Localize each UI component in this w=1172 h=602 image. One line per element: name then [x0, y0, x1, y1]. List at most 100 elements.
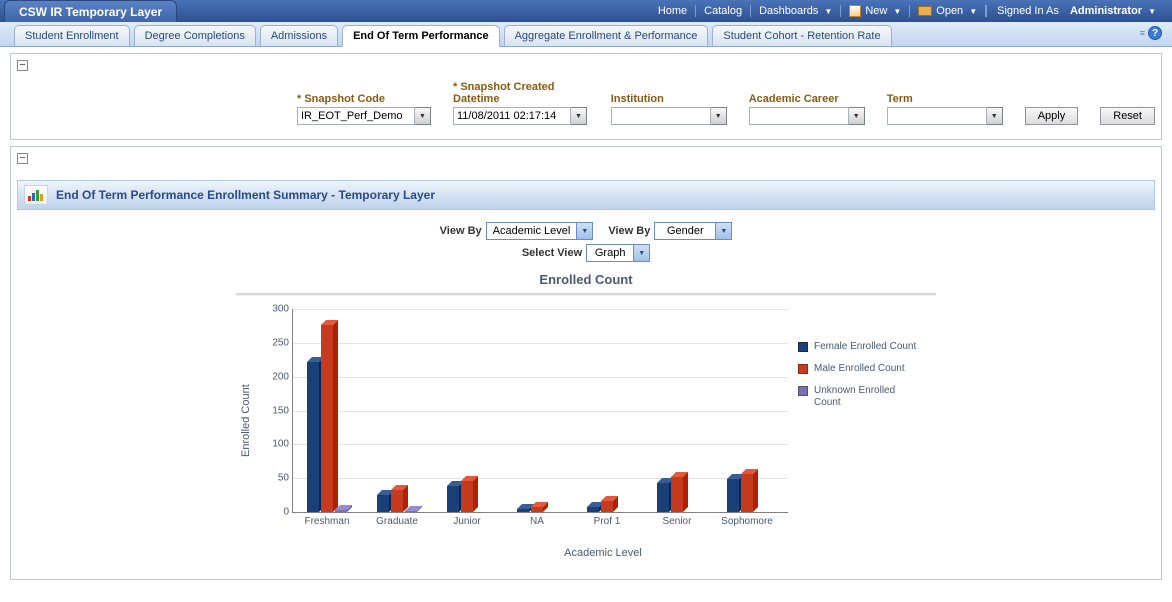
ytick: 200	[263, 371, 289, 382]
tab-student-enrollment[interactable]: Student Enrollment	[14, 25, 130, 46]
xtick: Freshman	[304, 516, 349, 527]
xtick: NA	[530, 516, 544, 527]
filter-academic-career: Academic Career ▼	[749, 93, 865, 125]
ytick: 0	[263, 507, 289, 518]
bar	[461, 481, 473, 512]
reset-button[interactable]: Reset	[1100, 107, 1155, 125]
nav-dashboards[interactable]: Dashboards ▼	[751, 5, 841, 17]
tab-end-of-term-performance[interactable]: End Of Term Performance	[342, 25, 500, 47]
dropdown-icon[interactable]: ▼	[987, 107, 1003, 125]
academic-career-input[interactable]	[749, 107, 849, 125]
viewby1-select[interactable]: Academic Level ▼	[486, 222, 594, 240]
filter-label: Institution	[611, 93, 727, 105]
selectview-label: Select View	[522, 247, 582, 259]
dropdown-icon[interactable]: ▼	[849, 107, 865, 125]
chart-panel: − End Of Term Performance Enrollment Sum…	[10, 146, 1162, 580]
filter-label: Academic Career	[749, 93, 865, 105]
tab-student-cohort-retention-rate[interactable]: Student Cohort - Retention Rate	[712, 25, 891, 46]
section-title: End Of Term Performance Enrollment Summa…	[56, 188, 435, 202]
chevron-down-icon: ▼	[893, 7, 901, 16]
filter-term: Term ▼	[887, 93, 1003, 125]
collapse-filters-button[interactable]: −	[17, 60, 28, 71]
topbar-links: Home Catalog Dashboards ▼ New ▼ Open ▼ Sign…	[650, 5, 1172, 17]
chevron-down-icon: ▼	[576, 223, 592, 239]
viewby2-label: View By	[608, 225, 650, 237]
new-icon	[849, 5, 861, 17]
legend-item: Male Enrolled Count	[798, 363, 918, 375]
bar	[405, 511, 417, 512]
tab-degree-completions[interactable]: Degree Completions	[134, 25, 256, 46]
xtick: Graduate	[376, 516, 418, 527]
filter-snapshot-code: * Snapshot Code ▼	[297, 93, 431, 125]
viewby1-label: View By	[440, 225, 482, 237]
chevron-down-icon: ▼	[1148, 7, 1156, 16]
dropdown-icon[interactable]: ▼	[711, 107, 727, 125]
apply-button[interactable]: Apply	[1025, 107, 1079, 125]
ytick: 100	[263, 439, 289, 450]
filter-snapshot-created: * Snapshot Created Datetime ▼	[453, 81, 589, 125]
viewby2-value: Gender	[655, 225, 715, 237]
tab-options-icon[interactable]: ≡	[1140, 28, 1144, 38]
bar	[335, 510, 347, 512]
nav-new[interactable]: New ▼	[841, 5, 910, 17]
signed-in-as[interactable]: Signed In As Administrator ▼	[986, 5, 1164, 17]
bar	[741, 474, 753, 512]
snapshot-code-input[interactable]	[297, 107, 415, 125]
viewby1-value: Academic Level	[487, 225, 577, 237]
bar	[601, 501, 613, 512]
snapshot-created-input[interactable]	[453, 107, 571, 125]
chevron-down-icon: ▼	[633, 245, 649, 261]
chart-section-icon	[24, 185, 48, 205]
bar	[307, 362, 319, 512]
section-header: End Of Term Performance Enrollment Summa…	[17, 180, 1155, 210]
filter-institution: Institution ▼	[611, 93, 727, 125]
ytick: 150	[263, 405, 289, 416]
signed-in-prefix: Signed In As	[997, 5, 1059, 17]
bar	[671, 477, 683, 512]
nav-home[interactable]: Home	[650, 5, 696, 17]
dropdown-icon[interactable]: ▼	[415, 107, 431, 125]
bar	[657, 483, 669, 512]
tab-aggregate-enrollment-performance[interactable]: Aggregate Enrollment & Performance	[504, 25, 709, 46]
chart-xlabel: Academic Level	[270, 541, 936, 559]
xtick: Sophomore	[721, 516, 773, 527]
ytick: 300	[263, 304, 289, 315]
selectview-select[interactable]: Graph ▼	[586, 244, 650, 262]
chevron-down-icon: ▼	[824, 7, 832, 16]
legend-item: Female Enrolled Count	[798, 341, 918, 353]
chart: Enrolled Count Enrolled Count 0501001502…	[236, 272, 936, 559]
filter-label: * Snapshot Created Datetime	[453, 81, 589, 105]
legend-item: Unknown Enrolled Count	[798, 385, 918, 409]
chart-ylabel: Enrolled Count	[236, 301, 256, 541]
collapse-chart-button[interactable]: −	[17, 153, 28, 164]
chart-legend: Female Enrolled Count Male Enrolled Count…	[788, 301, 918, 541]
nav-open[interactable]: Open ▼	[910, 5, 986, 17]
ytick: 50	[263, 473, 289, 484]
bar	[517, 509, 529, 512]
help-icon[interactable]: ?	[1148, 26, 1162, 40]
nav-open-label: Open	[936, 5, 963, 17]
signed-in-user: Administrator	[1070, 5, 1142, 17]
chart-plot: 050100150200250300FreshmanGraduateJunior…	[258, 301, 788, 541]
tab-admissions[interactable]: Admissions	[260, 25, 338, 46]
filters-panel: − * Snapshot Code ▼ * Snapshot Created D…	[10, 53, 1162, 140]
nav-dashboards-label: Dashboards	[759, 5, 818, 17]
chevron-down-icon: ▼	[969, 7, 977, 16]
nav-new-label: New	[865, 5, 887, 17]
xtick: Prof 1	[594, 516, 621, 527]
dropdown-icon[interactable]: ▼	[571, 107, 587, 125]
secondary-tabs: Student EnrollmentDegree CompletionsAdmi…	[0, 22, 1172, 47]
bar	[321, 325, 333, 512]
selectview-value: Graph	[587, 247, 633, 259]
bar	[531, 507, 543, 512]
viewby2-select[interactable]: Gender ▼	[654, 222, 732, 240]
bar	[447, 486, 459, 512]
ytick: 250	[263, 337, 289, 348]
filter-label: Term	[887, 93, 1003, 105]
institution-input[interactable]	[611, 107, 711, 125]
top-navbar: CSW IR Temporary Layer Home Catalog Dash…	[0, 0, 1172, 22]
app-title-tab: CSW IR Temporary Layer	[4, 0, 177, 22]
bar	[377, 495, 389, 512]
nav-catalog[interactable]: Catalog	[696, 5, 751, 17]
term-input[interactable]	[887, 107, 987, 125]
